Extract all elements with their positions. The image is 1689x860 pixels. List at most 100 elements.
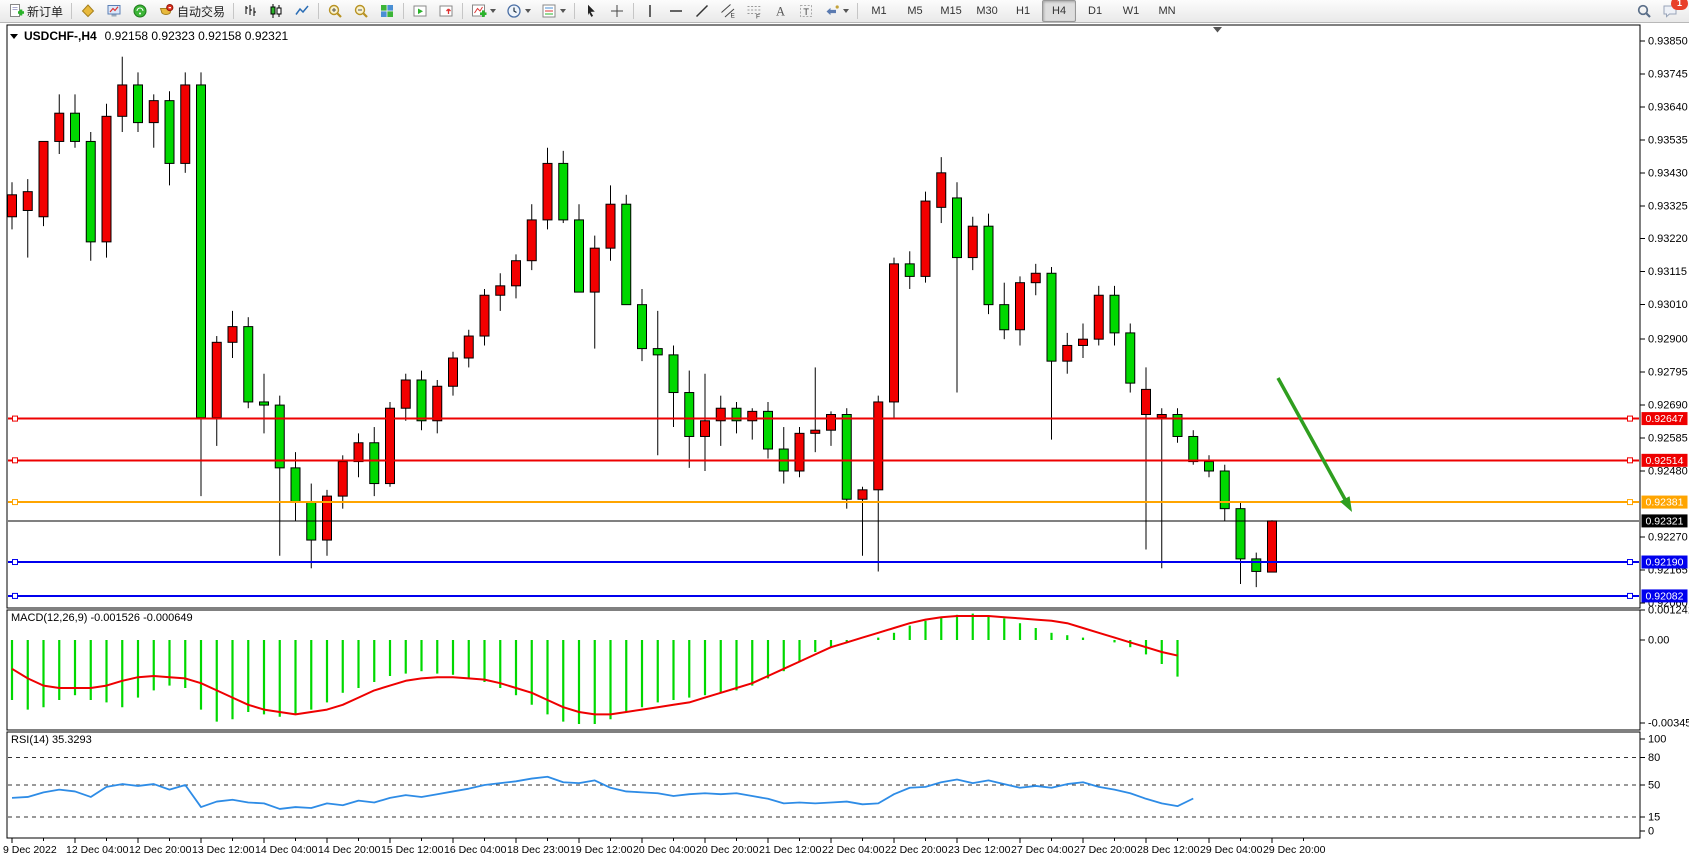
line-handle[interactable] bbox=[1627, 415, 1633, 422]
time-axis-label: 13 Dec 12:00 bbox=[192, 844, 255, 856]
search-button[interactable] bbox=[1632, 0, 1656, 22]
time-axis-label: 18 Dec 23:00 bbox=[507, 844, 570, 856]
candle bbox=[1046, 266, 1057, 440]
candles-icon bbox=[270, 4, 282, 18]
periods-button[interactable] bbox=[502, 0, 535, 22]
candle bbox=[574, 204, 584, 293]
price-level-badge bbox=[1641, 495, 1688, 509]
candle bbox=[227, 310, 238, 359]
rsi-axis-tick-label: 100 bbox=[1648, 734, 1666, 746]
channel-icon: E bbox=[721, 4, 736, 19]
rsi-panel[interactable] bbox=[6, 731, 1641, 839]
timeframe-mn-button[interactable]: MN bbox=[1158, 5, 1176, 17]
label-button[interactable]: T bbox=[794, 0, 818, 22]
autoscroll-icon bbox=[413, 5, 427, 17]
timeframe-w1-button[interactable]: W1 bbox=[1122, 5, 1140, 17]
line-handle[interactable] bbox=[1627, 592, 1633, 599]
chart-symbol-period: USDCHF-,H4 bbox=[24, 29, 97, 43]
pot-icon bbox=[159, 4, 174, 15]
timeframe-m1-button[interactable]: M1 bbox=[871, 5, 887, 17]
time-axis-label: 9 Dec 2022 bbox=[3, 844, 57, 856]
charts-button[interactable] bbox=[76, 0, 100, 22]
time-axis-label: 15 Dec 12:00 bbox=[381, 844, 444, 856]
trendline-button[interactable] bbox=[690, 0, 714, 22]
indicators-button[interactable] bbox=[467, 0, 500, 22]
templates-button[interactable] bbox=[537, 0, 570, 22]
candle bbox=[353, 433, 364, 478]
time-axis-label: 20 Dec 20:00 bbox=[696, 844, 759, 856]
dropdown-caret-icon[interactable] bbox=[525, 9, 532, 13]
horizontal-line-button[interactable] bbox=[664, 0, 688, 22]
timeframe-d1-button[interactable]: D1 bbox=[1088, 5, 1103, 17]
dropdown-caret-icon[interactable] bbox=[560, 9, 567, 13]
vertical-line-button[interactable] bbox=[638, 0, 662, 22]
macd-indicator-label: MACD(12,26,9) -0.001526 -0.000649 bbox=[11, 612, 193, 624]
line-handle[interactable] bbox=[1627, 499, 1633, 506]
bar-chart-button[interactable] bbox=[238, 0, 262, 22]
candle bbox=[1219, 464, 1230, 522]
line-chart-button[interactable] bbox=[290, 0, 314, 22]
candle bbox=[1188, 430, 1199, 465]
candle bbox=[1109, 285, 1120, 346]
tile-windows-button[interactable] bbox=[375, 0, 399, 22]
candle bbox=[322, 489, 332, 556]
time-axis-label: 22 Dec 04:00 bbox=[822, 844, 885, 856]
dropdown-caret-icon[interactable] bbox=[843, 9, 850, 13]
candle bbox=[1015, 276, 1025, 346]
line-handle[interactable] bbox=[12, 592, 18, 599]
timeframe-m30-button[interactable]: M30 bbox=[976, 5, 998, 17]
fibonacci-button[interactable]: F bbox=[742, 0, 766, 22]
zoom-out-button[interactable] bbox=[349, 0, 373, 22]
zoom-in-button[interactable] bbox=[323, 0, 347, 22]
dropdown-caret-icon[interactable] bbox=[490, 9, 497, 13]
time-axis-label: 19 Dec 12:00 bbox=[570, 844, 633, 856]
line-handle[interactable] bbox=[12, 457, 18, 464]
macd-axis-tick-label: 0.001241 bbox=[1648, 605, 1689, 617]
notifications-button[interactable]: 1 bbox=[1658, 0, 1688, 22]
chevron-down-icon[interactable] bbox=[10, 33, 18, 39]
chart-shift-marker[interactable] bbox=[1213, 27, 1222, 33]
text-button[interactable]: A bbox=[768, 0, 792, 22]
cursor-button[interactable] bbox=[579, 0, 603, 22]
profiles-button[interactable] bbox=[102, 0, 126, 22]
bars-icon bbox=[245, 5, 257, 16]
candle bbox=[715, 395, 726, 446]
candle bbox=[85, 132, 96, 261]
chart-shift-button[interactable] bbox=[434, 0, 458, 22]
autotrading-button[interactable]: 自动交易 bbox=[154, 0, 229, 22]
rsi-axis-tick-label: 80 bbox=[1648, 752, 1660, 764]
line-handle[interactable] bbox=[1627, 559, 1633, 566]
candle bbox=[1062, 332, 1073, 374]
crosshair-button[interactable] bbox=[605, 0, 629, 22]
line-handle[interactable] bbox=[12, 499, 18, 506]
candle bbox=[495, 273, 506, 311]
candle bbox=[1141, 367, 1151, 550]
equidistant-channel-button[interactable]: E bbox=[716, 0, 740, 22]
toolbar-separator bbox=[462, 3, 464, 19]
macd-panel[interactable] bbox=[6, 609, 1641, 731]
candle bbox=[542, 147, 553, 230]
main-price-panel[interactable] bbox=[6, 24, 1641, 609]
shapes-button[interactable] bbox=[820, 0, 853, 22]
timeframe-m15-button[interactable]: M15 bbox=[940, 5, 962, 17]
trend-arrow[interactable] bbox=[1276, 377, 1350, 505]
timeframe-m5-button[interactable]: M5 bbox=[907, 5, 923, 17]
candle bbox=[133, 72, 143, 133]
line-handle[interactable] bbox=[12, 415, 18, 422]
crosshair-icon bbox=[611, 5, 624, 17]
timeframe-h1-button[interactable]: H1 bbox=[1016, 5, 1031, 17]
auto-scroll-button[interactable] bbox=[408, 0, 432, 22]
candle bbox=[259, 373, 269, 434]
new-order-button[interactable]: 新订单 bbox=[4, 0, 67, 22]
macd-signal-line bbox=[11, 615, 1178, 716]
line-handle[interactable] bbox=[1627, 457, 1633, 464]
candle bbox=[1125, 323, 1136, 393]
candle bbox=[1267, 520, 1277, 573]
search-icon bbox=[1637, 4, 1651, 18]
candlestick-chart-button[interactable] bbox=[264, 0, 288, 22]
market-watch-button[interactable] bbox=[128, 0, 152, 22]
timeframe-h4-button[interactable]: H4 bbox=[1042, 0, 1077, 22]
line-handle[interactable] bbox=[12, 559, 18, 566]
texta-icon: A bbox=[776, 5, 785, 19]
